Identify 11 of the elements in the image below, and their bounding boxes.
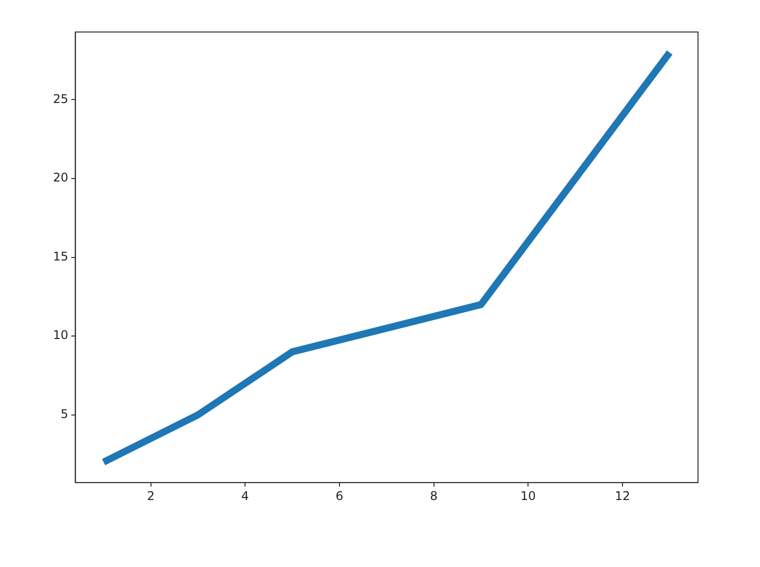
x-tick-label: 2 [146, 488, 155, 503]
y-tick-label: 20 [52, 170, 68, 185]
y-tick-label: 10 [52, 328, 68, 342]
x-tick-label: 6 [336, 488, 344, 503]
y-tick-label: 5 [60, 406, 68, 421]
x-tick-label: 12 [614, 488, 630, 503]
y-tick-label: 25 [52, 92, 68, 106]
x-tick-label: 4 [241, 488, 249, 503]
x-tick-label: 8 [430, 488, 438, 503]
y-tick-label: 15 [52, 249, 68, 264]
x-tick-label: 10 [520, 488, 536, 503]
